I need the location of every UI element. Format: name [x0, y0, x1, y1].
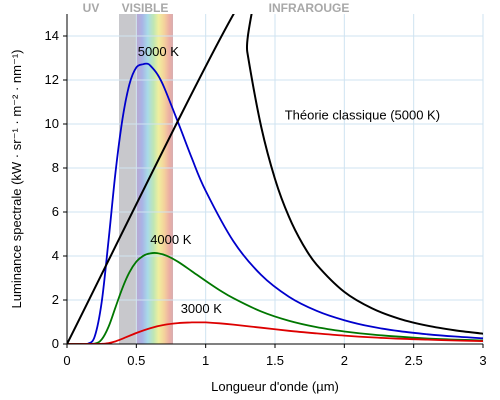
x-tick-label: 2.5 — [405, 353, 423, 368]
curve-label-4000k: 4000 K — [150, 232, 192, 247]
y-tick-label: 2 — [52, 292, 59, 307]
x-tick-label: 3 — [479, 353, 486, 368]
region-label-uv: UV — [83, 1, 100, 15]
curve-5000k — [67, 62, 483, 344]
y-tick-label: 0 — [52, 336, 59, 351]
y-tick-label: 8 — [52, 160, 59, 175]
curve-3000k — [67, 321, 483, 344]
x-tick-label: 1 — [202, 353, 209, 368]
y-tick-label: 14 — [45, 28, 59, 43]
visible-band — [137, 14, 173, 344]
ticks: 0 0.5 1 1.5 2 2.5 3 0 2 4 6 8 10 12 14 — [45, 28, 487, 368]
y-tick-label: 4 — [52, 248, 59, 263]
x-tick-label: 0.5 — [127, 353, 145, 368]
x-axis-title: Longueur d'onde (µm) — [211, 379, 339, 394]
curve-label-3000k: 3000 K — [181, 301, 223, 316]
x-tick-label: 2 — [341, 353, 348, 368]
curve-classical-theory — [67, 14, 483, 344]
x-tick-label: 0 — [63, 353, 70, 368]
curve-label-5000k: 5000 K — [138, 44, 180, 59]
y-tick-label: 12 — [45, 72, 59, 87]
y-tick-label: 10 — [45, 116, 59, 131]
curve-4000k — [67, 251, 483, 344]
x-tick-label: 1.5 — [266, 353, 284, 368]
region-label-visible: VISIBLE — [122, 1, 169, 15]
uv-band — [119, 14, 137, 344]
curve-label-classical-theory: Théorie classique (5000 K) — [285, 108, 440, 123]
y-tick-label: 6 — [52, 204, 59, 219]
region-label-infrarouge: INFRAROUGE — [269, 1, 350, 15]
y-axis-title: Luminance spectrale (kW · sr⁻¹ · m⁻² · n… — [9, 50, 24, 309]
